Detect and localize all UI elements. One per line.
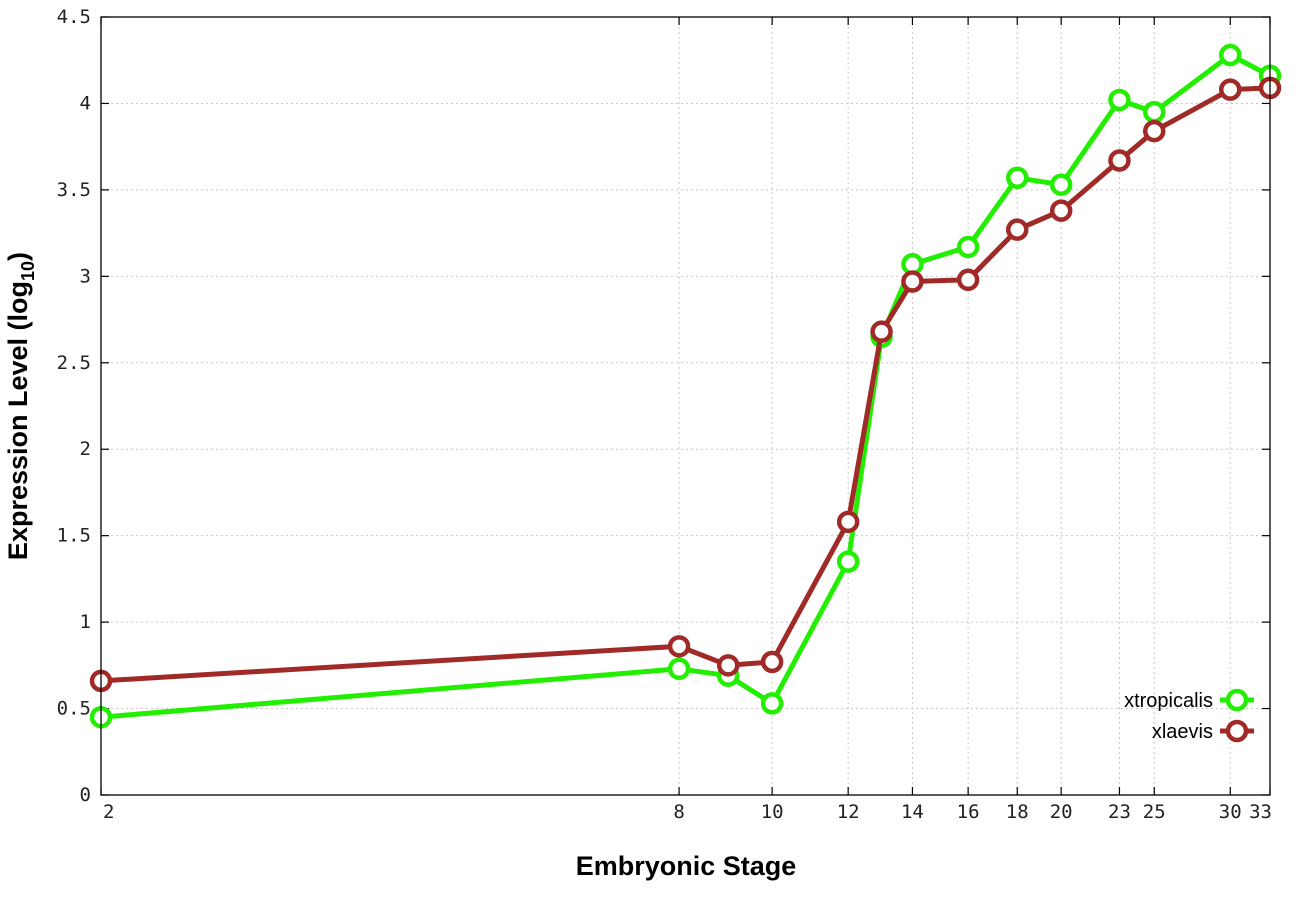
y-tick-label: 3 xyxy=(80,265,91,287)
series-line xyxy=(100,85,1271,684)
y-tick-label: 3.5 xyxy=(57,179,91,201)
data-point xyxy=(1219,43,1242,67)
x-tick-label: 18 xyxy=(1006,801,1029,823)
x-tick-label: 25 xyxy=(1143,801,1166,823)
y-axis-title: Expression Level (log10) xyxy=(3,252,38,560)
data-point xyxy=(716,654,740,677)
data-point xyxy=(956,235,980,259)
x-tick-label: 30 xyxy=(1219,801,1242,823)
data-point xyxy=(1049,173,1073,196)
x-tick-label: 23 xyxy=(1108,801,1131,823)
x-tick-label: 8 xyxy=(673,801,684,823)
y-tick-label: 1.5 xyxy=(57,525,91,547)
series-line xyxy=(100,52,1272,720)
y-tick-label: 0 xyxy=(80,784,91,806)
data-point xyxy=(836,550,860,573)
legend-item: xlaevis xyxy=(1152,719,1254,743)
data-point xyxy=(901,270,924,293)
y-axis-title-close: ) xyxy=(3,252,33,261)
legend-swatch-marker xyxy=(1225,688,1249,712)
legend-item: xtropicalis xyxy=(1124,688,1254,712)
series-xlaevis xyxy=(89,76,1282,693)
x-tick-label: 12 xyxy=(837,801,860,823)
data-point xyxy=(1142,119,1166,143)
x-tick-label: 16 xyxy=(957,801,980,823)
data-point xyxy=(1219,78,1242,101)
data-point xyxy=(1108,88,1131,112)
y-tick-label: 4.5 xyxy=(57,6,91,28)
plot-frame xyxy=(100,16,1271,796)
series-layer xyxy=(89,43,1282,729)
data-point xyxy=(667,657,691,681)
data-point xyxy=(667,635,691,658)
legend-label: xtropicalis xyxy=(1124,690,1213,712)
legend: xtropicalis xlaevis xyxy=(1124,688,1254,743)
axis-ticks: 0 0.5 1 1.5 2 2.5 3 3.5 4 4.5 2 8 10 12 14 16 18 20 23 25 30… xyxy=(57,6,1272,823)
series-xtropicalis xyxy=(89,43,1282,729)
y-axis-title-subscript: 10 xyxy=(18,261,38,281)
data-point xyxy=(1005,166,1029,190)
data-point xyxy=(1005,218,1029,241)
data-point xyxy=(760,650,784,674)
x-tick-label: 10 xyxy=(761,801,784,823)
y-tick-label: 0.5 xyxy=(57,698,91,720)
legend-label: xlaevis xyxy=(1152,721,1213,743)
x-tick-label: 2 xyxy=(103,801,114,823)
x-tick-label: 33 xyxy=(1249,801,1272,823)
y-axis-title-main: Expression Level (log xyxy=(3,281,33,560)
y-tick-label: 4 xyxy=(80,92,91,114)
legend-swatch-marker xyxy=(1225,719,1249,743)
y-tick-label: 2.5 xyxy=(57,352,91,374)
x-axis-title: Embryonic Stage xyxy=(576,851,797,881)
data-point xyxy=(1049,199,1073,222)
y-tick-label: 2 xyxy=(80,438,91,460)
y-tick-label: 1 xyxy=(80,611,91,633)
x-tick-label: 14 xyxy=(901,801,924,823)
data-point xyxy=(956,268,980,292)
x-tick-label: 20 xyxy=(1050,801,1073,823)
data-point xyxy=(1142,100,1166,124)
data-point xyxy=(760,692,784,715)
data-point xyxy=(836,510,860,534)
data-point xyxy=(870,320,893,343)
data-point xyxy=(1108,149,1131,172)
